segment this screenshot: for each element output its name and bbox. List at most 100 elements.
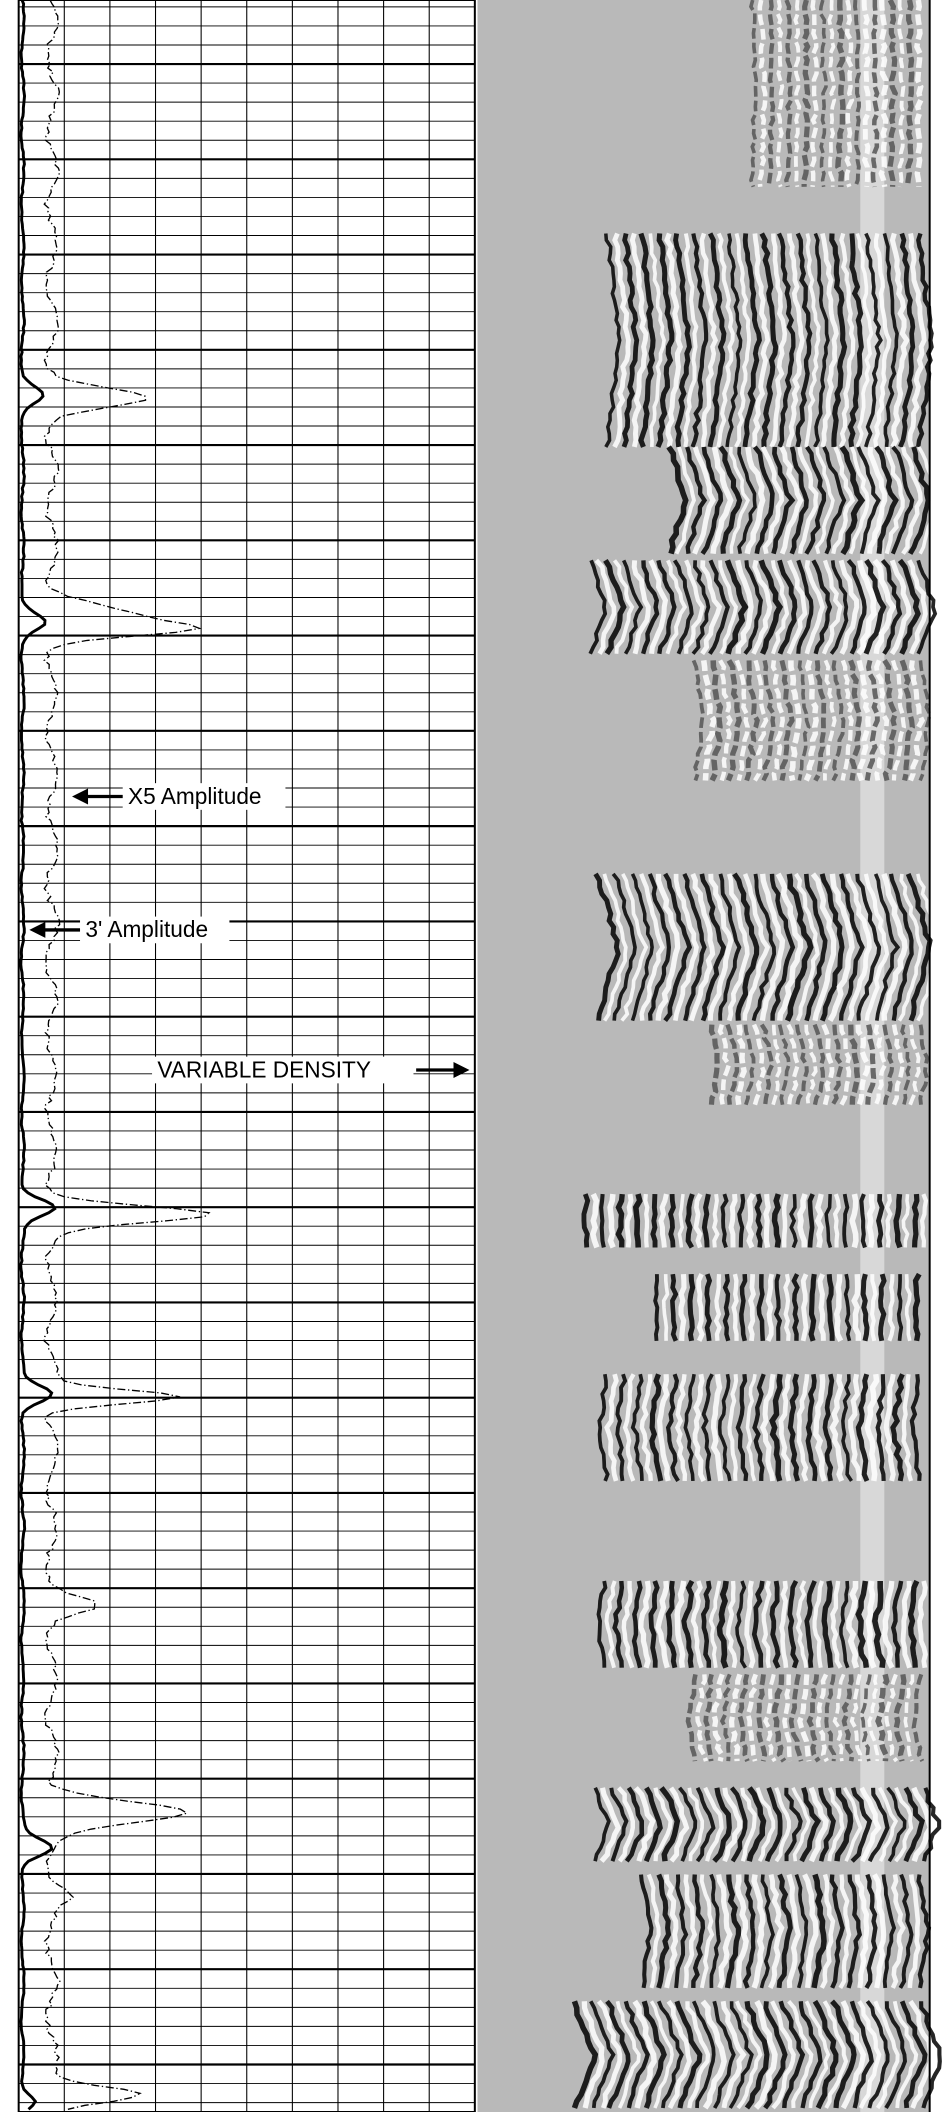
vdl-stripe [830,1999,857,2109]
vdl-stripe [643,1786,663,1863]
vdl-stripe [810,872,837,1022]
vdl-stripe [890,659,907,781]
vdl-stripe [725,1023,740,1105]
vdl-stripe [742,1874,756,1989]
vdl-stripe [630,873,654,1022]
vdl-stripe [677,1193,685,1248]
vdl-stripe [616,1786,635,1863]
vdl-stripe [775,0,785,188]
vdl-stripe [727,1374,739,1482]
vdl-stripe [596,1580,608,1668]
vdl-stripe [757,0,768,188]
vdl-stripe [759,1023,775,1105]
vdl-stripe [737,446,757,554]
vdl-stripe [776,1873,793,1989]
vdl-stripe [855,1024,871,1106]
vdl-stripe [690,1580,704,1669]
vdl-stripe [736,1673,750,1762]
grid [18,0,476,2112]
vdl-stripe [889,559,912,656]
vdl-stripe [899,659,915,782]
vdl-stripe [860,1273,870,1342]
vdl-stripe [804,1580,817,1668]
vdl-stripe [846,558,867,655]
vdl-stripe [832,1673,846,1762]
vdl-stripe [908,1024,921,1106]
vdl-stripe [629,232,649,448]
vdl-stripe [588,559,608,655]
vdl-stripe [683,1874,698,1989]
vdl-stripe [672,873,699,1022]
vdl-stripe [774,1787,791,1863]
vdl-stripe [846,1874,863,1989]
vdl-stripe [746,1786,767,1862]
three-ft-amplitude-label: 3' Amplitude [85,916,208,942]
vdl-stripe [769,1373,783,1482]
vdl-stripe [597,1373,610,1482]
vdl-stripe [788,660,802,782]
vdl-stripe [896,1274,904,1342]
vdl-stripe [761,659,776,782]
vdl-stripe [813,660,827,782]
vdl-stripe [641,2000,667,2109]
vdl-stripe [848,659,862,781]
vdl-stripe [665,1580,678,1669]
vdl-stripe [900,446,923,555]
vdl-stripe [759,1874,775,1989]
vdl-stripe [751,1580,765,1668]
vdl-stripe [604,1373,619,1482]
vdl-stripe [917,446,940,555]
vdl-stripe [827,873,855,1022]
vdl-stripe [704,1273,713,1342]
vdl-stripe [769,233,788,448]
vdl-stripe [751,559,773,655]
vdl-stripe [806,1674,821,1763]
arrow-head [72,788,89,805]
vdl-stripe [855,873,882,1021]
vdl-stripe [863,873,890,1021]
vdl-stripe [812,1373,827,1482]
vdl-stripe [874,445,899,554]
vdl-stripe [726,873,750,1022]
vdl-stripe [656,1873,672,1989]
vdl-stripe [916,1874,932,1989]
vdl-stripe [751,1874,766,1989]
vdl-stripe [735,559,754,654]
vdl-stripe [823,659,837,781]
vdl-stripe [685,1193,695,1249]
vdl-stripe [855,1580,870,1669]
vdl-stripe [657,2000,684,2109]
vdl-stripe [745,1192,756,1249]
vdl-stripe [812,1580,824,1669]
vdl-stripe [763,2001,788,2110]
vdl-stripe [900,1580,912,1669]
vdl-stripe [827,1786,845,1862]
vdl-stripe [743,560,764,655]
vdl-stripe [907,233,927,448]
vdl-stripe [710,1373,724,1482]
vdl-stripe [904,0,915,188]
vdl-stripe [818,1787,836,1862]
vdl-stripe [788,1673,804,1762]
vdl-stripe [808,1786,829,1863]
vdl-stripe [873,2000,900,2110]
vdl-stripe [703,1673,715,1762]
vdl-stripe [903,1786,925,1863]
vdl-stripe [728,2001,754,2109]
vdl-stripe [756,1274,766,1341]
vdl-stripe [674,446,697,555]
vdl-stripe [604,233,622,448]
vdl-stripe [866,1193,876,1248]
vdl-stripe [728,1673,743,1762]
vdl-stripe [807,1193,815,1248]
vdl-stripe [783,1273,791,1341]
vdl-stripe [681,1579,695,1669]
vdl-stripe [870,1274,878,1342]
vdl-stripe [761,1580,772,1669]
vdl-stripe [846,1580,860,1669]
vdl-stripe [815,1673,829,1763]
vdl-stripe [712,1193,720,1248]
vdl-stripe [719,1673,732,1762]
vdl-stripe [801,0,811,187]
